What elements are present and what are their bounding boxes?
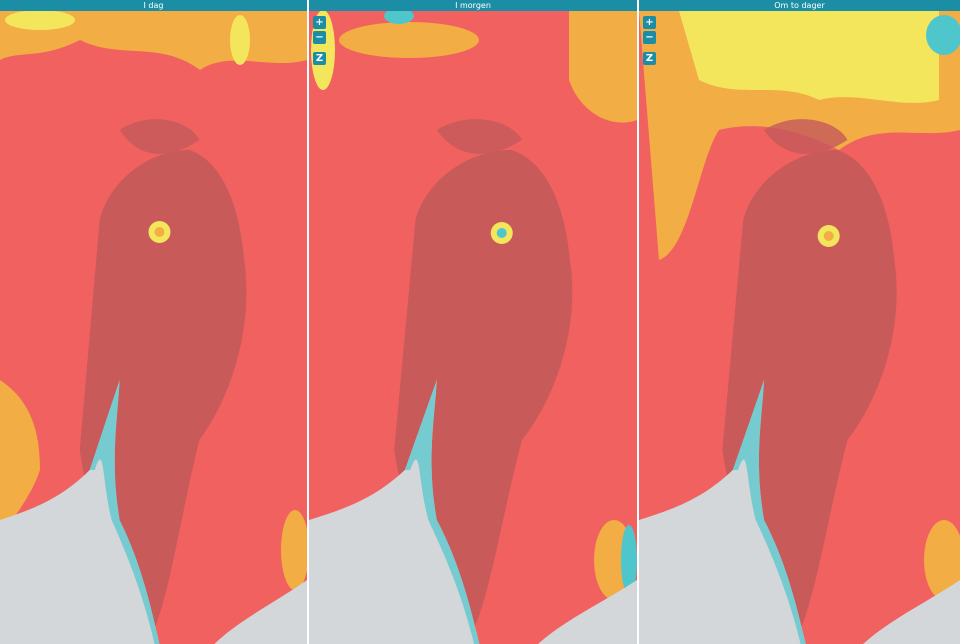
- zoom-out[interactable]: −: [643, 31, 656, 44]
- risk-area: [339, 22, 479, 58]
- zoom-in[interactable]: +: [313, 16, 326, 29]
- high-risk-area: [764, 119, 848, 154]
- risk-area: [230, 15, 250, 65]
- terrain: [639, 119, 960, 644]
- risk-area: [5, 10, 75, 30]
- risk-area: [384, 8, 414, 24]
- map-panel: Om to dager + − Z: [639, 0, 960, 644]
- hotspot: [823, 231, 834, 241]
- coastline: [404, 380, 480, 644]
- high-risk-area: [394, 150, 573, 640]
- high-risk-area: [79, 150, 247, 640]
- map-layer: [0, 0, 307, 644]
- high-risk-area: [436, 119, 522, 154]
- sea: [863, 580, 960, 644]
- zoom-out[interactable]: −: [313, 31, 326, 44]
- risk-area: [621, 525, 637, 595]
- coastline: [89, 380, 160, 644]
- terrain: [0, 119, 307, 644]
- sea: [639, 380, 806, 644]
- risk-area: [926, 15, 960, 55]
- high-risk-area: [722, 150, 897, 640]
- map-layer: [639, 0, 960, 644]
- terrain: [309, 119, 637, 644]
- sea: [537, 580, 637, 644]
- high-risk-area: [119, 119, 200, 154]
- sea: [0, 380, 160, 644]
- hotspot: [154, 227, 165, 237]
- zoom-in[interactable]: +: [643, 16, 656, 29]
- sea: [309, 380, 480, 644]
- risk-area: [311, 10, 335, 90]
- map-panel: I dag: [0, 0, 307, 644]
- zoom-reset[interactable]: Z: [643, 52, 656, 65]
- map-layer: [309, 0, 637, 644]
- panel-title: I morgen: [309, 0, 637, 11]
- risk-area: [281, 510, 307, 590]
- risk-area: [679, 11, 939, 103]
- map-panel: I morgen + − Z: [309, 0, 637, 644]
- zoom-reset[interactable]: Z: [313, 52, 326, 65]
- risk-area: [569, 11, 637, 123]
- panel-title: I dag: [0, 0, 307, 11]
- coastline: [732, 380, 806, 644]
- risk-area: [924, 520, 960, 600]
- zoom-controls: + − Z: [643, 16, 656, 65]
- sea: [214, 580, 307, 644]
- panel-title: Om to dager: [639, 0, 960, 11]
- hotspot: [496, 228, 507, 238]
- risk-area: [0, 380, 40, 540]
- zoom-controls: + − Z: [313, 16, 326, 65]
- risk-area: [0, 11, 307, 70]
